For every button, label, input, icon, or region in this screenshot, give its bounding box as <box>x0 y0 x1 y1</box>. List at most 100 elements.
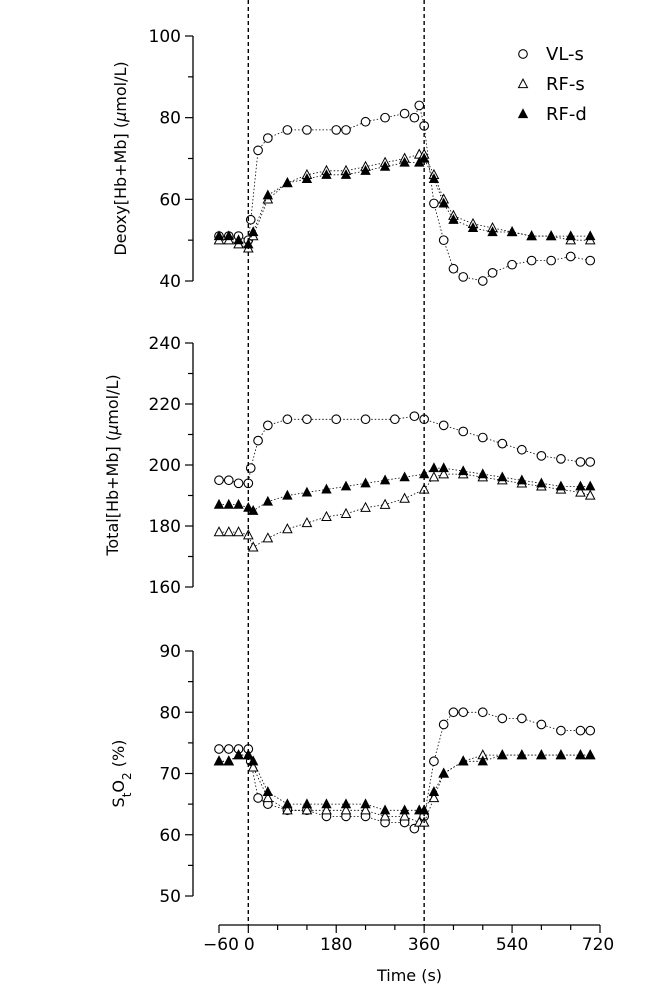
data-point-rf-d <box>262 189 274 200</box>
data-point-vl-s <box>448 263 459 274</box>
x-tick-label: 360 <box>408 935 440 955</box>
data-point-vl-s <box>497 438 508 449</box>
series-line-rf-d <box>219 754 591 811</box>
data-point-rf-s <box>321 804 332 815</box>
y-tick-label: 90 <box>159 642 181 662</box>
data-point-vl-s <box>253 793 263 803</box>
legend-marker-rf-d <box>517 108 529 119</box>
data-point-rf-d <box>516 474 528 485</box>
data-point-rf-d <box>321 169 332 179</box>
y-tick-label: 60 <box>159 190 181 210</box>
data-point-rf-d <box>477 468 488 479</box>
x-axis: −60 0 180 360 540 720 Time (s) <box>203 924 614 985</box>
series-line-rf-s <box>219 154 591 249</box>
ylabel-sub: 2 <box>120 772 134 780</box>
data-point-vl-s <box>282 414 293 425</box>
data-point-rf-d <box>438 197 449 208</box>
data-point-rf-d <box>321 483 332 494</box>
data-point-vl-s <box>516 444 527 455</box>
data-point-vl-s <box>302 414 312 425</box>
data-point-vl-s <box>575 457 586 467</box>
data-point-rf-d <box>536 477 547 488</box>
data-point-rf-s <box>379 498 391 509</box>
series-rf-s-sto2 <box>213 749 596 827</box>
data-point-vl-s <box>477 432 488 443</box>
data-point-rf-d <box>301 486 313 497</box>
data-point-vl-s <box>565 251 576 262</box>
data-point-vl-s <box>282 125 293 135</box>
data-point-rf-d <box>428 173 440 183</box>
data-point-rf-s <box>379 810 391 821</box>
data-point-vl-s <box>458 707 469 718</box>
data-point-rf-s <box>321 510 332 522</box>
data-point-vl-s <box>438 420 449 431</box>
data-point-rf-d <box>555 749 567 760</box>
data-point-rf-d <box>223 498 234 509</box>
data-point-vl-s <box>429 756 439 767</box>
data-point-vl-s <box>585 255 596 266</box>
chart-panels: 40 60 80 100 Deoxy[Hb+Mb] (μmol/L) 160 180 200 2… <box>103 27 596 907</box>
data-point-rf-s <box>247 541 259 552</box>
data-point-rf-d <box>545 230 557 241</box>
data-point-vl-s <box>458 426 469 437</box>
data-point-rf-s <box>340 804 352 815</box>
y-tick-label: 40 <box>159 272 181 292</box>
data-point-vl-s <box>556 454 566 464</box>
data-point-rf-d <box>428 786 440 796</box>
data-point-rf-d <box>340 480 352 491</box>
y-tick-label: 50 <box>159 887 181 907</box>
y-tick-label: 200 <box>149 456 181 476</box>
data-point-rf-d <box>448 213 459 224</box>
data-point-rf-s <box>262 792 274 803</box>
legend-marker-rf-s <box>517 78 529 89</box>
data-point-rf-d <box>536 749 547 760</box>
data-point-rf-d <box>438 462 449 473</box>
y-tick-label: 100 <box>149 27 181 47</box>
data-point-vl-s <box>477 276 488 286</box>
data-point-rf-s <box>399 810 410 821</box>
data-point-rf-d <box>360 477 371 488</box>
data-point-vl-s <box>575 725 586 736</box>
y-axis-title-sto2: StO2 (%) <box>109 740 134 808</box>
data-point-vl-s <box>380 112 390 123</box>
y-axis-title-deoxy: Deoxy[Hb+Mb] (μmol/L) <box>111 61 130 255</box>
data-point-rf-d <box>223 230 234 241</box>
data-point-vl-s <box>360 414 371 425</box>
y-tick-label: 80 <box>159 109 181 129</box>
data-point-rf-d <box>379 804 391 815</box>
data-point-rf-d <box>248 755 259 766</box>
data-point-rf-d <box>262 495 274 506</box>
ylabel-sub: t <box>120 792 134 797</box>
data-point-rf-d <box>516 749 528 760</box>
legend-item-vl-s: VL-s <box>518 44 584 65</box>
data-point-rf-d <box>248 226 259 237</box>
y-tick-label: 60 <box>159 826 181 846</box>
y-tick-label: 70 <box>159 765 181 785</box>
data-point-rf-d <box>379 160 391 171</box>
data-point-vl-s <box>429 198 439 209</box>
data-point-vl-s <box>399 108 410 119</box>
data-point-vl-s <box>546 255 557 266</box>
ylabel-mu: μ <box>111 112 130 123</box>
data-point-rf-s <box>262 532 274 543</box>
y-tick-label: 160 <box>149 578 181 598</box>
data-point-vl-s <box>253 145 263 156</box>
data-point-vl-s <box>536 451 547 461</box>
data-point-rf-s <box>223 526 235 537</box>
y-tick-label: 180 <box>149 517 181 537</box>
series-line-vl-s <box>219 104 591 282</box>
data-point-rf-d <box>213 498 225 509</box>
y-axis-title-total: Total[Hb+Mb] (μmol/L) <box>103 374 122 556</box>
legend-label-rf-s: RF-s <box>546 74 585 95</box>
series-rf-s-total <box>213 468 596 552</box>
legend-label-vl-s: VL-s <box>546 44 584 65</box>
series-vl-s-total <box>214 411 596 489</box>
data-point-rf-d <box>428 462 440 473</box>
data-point-vl-s <box>223 475 234 486</box>
data-point-rf-d <box>585 230 596 241</box>
data-point-rf-s <box>213 526 225 537</box>
data-point-rf-s <box>233 526 244 537</box>
data-point-vl-s <box>438 235 449 246</box>
ylabel-part: mol/L) <box>111 61 130 111</box>
